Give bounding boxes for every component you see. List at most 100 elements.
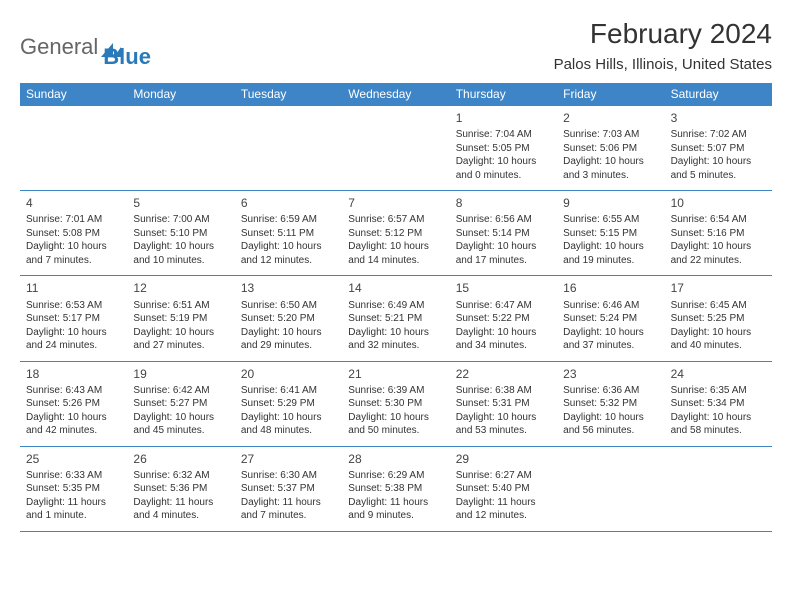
calendar-footer-rule (20, 531, 772, 532)
sunrise-text: Sunrise: 6:46 AM (563, 299, 658, 313)
daylight-text: Daylight: 10 hours (241, 326, 336, 340)
day-cell: 12Sunrise: 6:51 AMSunset: 5:19 PMDayligh… (127, 276, 234, 360)
day-cell: 23Sunrise: 6:36 AMSunset: 5:32 PMDayligh… (557, 362, 664, 446)
sunset-text: Sunset: 5:22 PM (456, 312, 551, 326)
sunrise-text: Sunrise: 6:59 AM (241, 213, 336, 227)
daylight-text: and 7 minutes. (26, 254, 121, 268)
daylight-text: Daylight: 10 hours (133, 411, 228, 425)
daylight-text: Daylight: 10 hours (26, 240, 121, 254)
daylight-text: Daylight: 10 hours (241, 240, 336, 254)
daylight-text: Daylight: 10 hours (671, 326, 766, 340)
daylight-text: Daylight: 10 hours (241, 411, 336, 425)
daylight-text: Daylight: 10 hours (563, 155, 658, 169)
sunset-text: Sunset: 5:27 PM (133, 397, 228, 411)
day-cell: 20Sunrise: 6:41 AMSunset: 5:29 PMDayligh… (235, 362, 342, 446)
sunrise-text: Sunrise: 7:02 AM (671, 128, 766, 142)
daylight-text: and 14 minutes. (348, 254, 443, 268)
sunset-text: Sunset: 5:15 PM (563, 227, 658, 241)
page-header: General Blue February 2024 Palos Hills, … (20, 18, 772, 73)
daylight-text: and 7 minutes. (241, 509, 336, 523)
sunrise-text: Sunrise: 6:50 AM (241, 299, 336, 313)
day-cell (342, 106, 449, 190)
calendar-page: General Blue February 2024 Palos Hills, … (0, 0, 792, 550)
sunrise-text: Sunrise: 6:38 AM (456, 384, 551, 398)
daylight-text: and 12 minutes. (241, 254, 336, 268)
day-number: 14 (348, 280, 443, 296)
day-cell (557, 447, 664, 531)
sunrise-text: Sunrise: 7:04 AM (456, 128, 551, 142)
day-cell (235, 106, 342, 190)
day-cell: 24Sunrise: 6:35 AMSunset: 5:34 PMDayligh… (665, 362, 772, 446)
daylight-text: and 4 minutes. (133, 509, 228, 523)
daylight-text: Daylight: 10 hours (348, 326, 443, 340)
sunset-text: Sunset: 5:07 PM (671, 142, 766, 156)
daylight-text: Daylight: 10 hours (671, 240, 766, 254)
daylight-text: Daylight: 10 hours (348, 240, 443, 254)
day-number: 22 (456, 366, 551, 382)
day-number: 5 (133, 195, 228, 211)
sunrise-text: Sunrise: 6:35 AM (671, 384, 766, 398)
daylight-text: and 29 minutes. (241, 339, 336, 353)
daylight-text: Daylight: 10 hours (133, 326, 228, 340)
weekday-header: Saturday (665, 83, 772, 105)
day-cell: 15Sunrise: 6:47 AMSunset: 5:22 PMDayligh… (450, 276, 557, 360)
weekday-header: Sunday (20, 83, 127, 105)
week-row: 1Sunrise: 7:04 AMSunset: 5:05 PMDaylight… (20, 105, 772, 190)
day-number: 15 (456, 280, 551, 296)
sunrise-text: Sunrise: 6:42 AM (133, 384, 228, 398)
day-cell: 10Sunrise: 6:54 AMSunset: 5:16 PMDayligh… (665, 191, 772, 275)
day-cell: 14Sunrise: 6:49 AMSunset: 5:21 PMDayligh… (342, 276, 449, 360)
day-cell: 29Sunrise: 6:27 AMSunset: 5:40 PMDayligh… (450, 447, 557, 531)
sunrise-text: Sunrise: 7:01 AM (26, 213, 121, 227)
day-cell: 3Sunrise: 7:02 AMSunset: 5:07 PMDaylight… (665, 106, 772, 190)
sunset-text: Sunset: 5:29 PM (241, 397, 336, 411)
sunrise-text: Sunrise: 6:51 AM (133, 299, 228, 313)
sunrise-text: Sunrise: 6:53 AM (26, 299, 121, 313)
sunrise-text: Sunrise: 6:43 AM (26, 384, 121, 398)
day-number: 2 (563, 110, 658, 126)
daylight-text: Daylight: 10 hours (456, 240, 551, 254)
sunset-text: Sunset: 5:30 PM (348, 397, 443, 411)
weekday-header-row: Sunday Monday Tuesday Wednesday Thursday… (20, 83, 772, 105)
day-number: 21 (348, 366, 443, 382)
sunset-text: Sunset: 5:34 PM (671, 397, 766, 411)
sunset-text: Sunset: 5:35 PM (26, 482, 121, 496)
day-cell (665, 447, 772, 531)
day-number: 25 (26, 451, 121, 467)
sunrise-text: Sunrise: 6:32 AM (133, 469, 228, 483)
daylight-text: Daylight: 10 hours (133, 240, 228, 254)
daylight-text: and 19 minutes. (563, 254, 658, 268)
day-number: 11 (26, 280, 121, 296)
daylight-text: and 32 minutes. (348, 339, 443, 353)
week-row: 11Sunrise: 6:53 AMSunset: 5:17 PMDayligh… (20, 275, 772, 360)
weekday-header: Tuesday (235, 83, 342, 105)
day-number: 6 (241, 195, 336, 211)
sunset-text: Sunset: 5:21 PM (348, 312, 443, 326)
day-number: 27 (241, 451, 336, 467)
sunset-text: Sunset: 5:10 PM (133, 227, 228, 241)
day-number: 24 (671, 366, 766, 382)
daylight-text: Daylight: 10 hours (563, 240, 658, 254)
daylight-text: and 37 minutes. (563, 339, 658, 353)
day-cell: 21Sunrise: 6:39 AMSunset: 5:30 PMDayligh… (342, 362, 449, 446)
sunrise-text: Sunrise: 6:36 AM (563, 384, 658, 398)
week-row: 4Sunrise: 7:01 AMSunset: 5:08 PMDaylight… (20, 190, 772, 275)
day-cell: 4Sunrise: 7:01 AMSunset: 5:08 PMDaylight… (20, 191, 127, 275)
day-cell: 25Sunrise: 6:33 AMSunset: 5:35 PMDayligh… (20, 447, 127, 531)
day-number: 4 (26, 195, 121, 211)
week-row: 25Sunrise: 6:33 AMSunset: 5:35 PMDayligh… (20, 446, 772, 531)
daylight-text: Daylight: 10 hours (563, 326, 658, 340)
sunset-text: Sunset: 5:40 PM (456, 482, 551, 496)
day-cell: 26Sunrise: 6:32 AMSunset: 5:36 PMDayligh… (127, 447, 234, 531)
weekday-header: Monday (127, 83, 234, 105)
day-cell: 17Sunrise: 6:45 AMSunset: 5:25 PMDayligh… (665, 276, 772, 360)
location-text: Palos Hills, Illinois, United States (554, 56, 772, 73)
daylight-text: and 10 minutes. (133, 254, 228, 268)
daylight-text: Daylight: 11 hours (456, 496, 551, 510)
day-number: 26 (133, 451, 228, 467)
sunset-text: Sunset: 5:36 PM (133, 482, 228, 496)
sunrise-text: Sunrise: 6:54 AM (671, 213, 766, 227)
sunset-text: Sunset: 5:26 PM (26, 397, 121, 411)
day-number: 28 (348, 451, 443, 467)
day-number: 16 (563, 280, 658, 296)
